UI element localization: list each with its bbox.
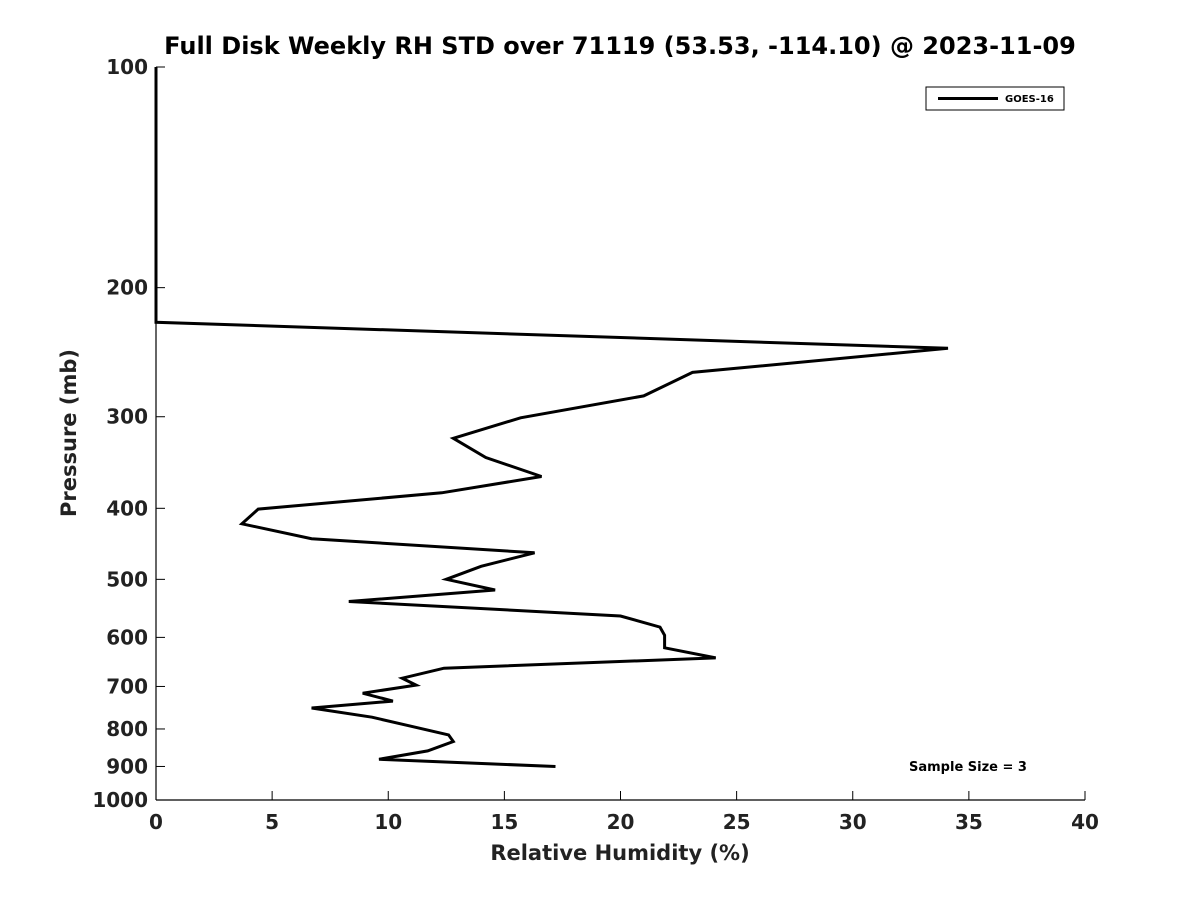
y-tick-label: 700 [106, 674, 148, 698]
x-tick-label: 10 [374, 810, 402, 834]
chart-title: Full Disk Weekly RH STD over 71119 (53.5… [164, 32, 1076, 60]
x-tick-label: 35 [955, 810, 983, 834]
legend: GOES-16 [925, 86, 1065, 111]
x-tick-label: 30 [839, 810, 867, 834]
y-axis-label: Pressure (mb) [57, 349, 81, 517]
y-tick-label: 300 [106, 405, 148, 429]
y-tick-label: 400 [106, 496, 148, 520]
y-tick-label: 500 [106, 567, 148, 591]
x-tick-label: 15 [490, 810, 518, 834]
y-tick-label: 200 [106, 276, 148, 300]
x-tick-label: 20 [607, 810, 635, 834]
series-layer [154, 67, 949, 768]
series-line-goes-16 [154, 67, 949, 768]
x-tick-label: 0 [149, 810, 163, 834]
x-tick-label: 25 [723, 810, 751, 834]
y-tick-label: 100 [106, 55, 148, 79]
x-axis: 0 5 10 15 20 25 30 35 40 [149, 791, 1099, 834]
x-tick-label: 40 [1071, 810, 1099, 834]
y-tick-label: 800 [106, 717, 148, 741]
legend-label-goes-16: GOES-16 [1005, 94, 1054, 105]
x-axis-label: Relative Humidity (%) [490, 841, 749, 865]
y-tick-label: 900 [106, 754, 148, 778]
sample-size-annotation: Sample Size = 3 [909, 760, 1027, 775]
y-axis: 100 200 300 400 500 600 700 800 900 1000 [92, 55, 165, 812]
y-tick-label: 1000 [92, 788, 148, 812]
plot-area [155, 67, 1085, 801]
y-tick-label: 600 [106, 625, 148, 649]
x-tick-label: 5 [265, 810, 279, 834]
